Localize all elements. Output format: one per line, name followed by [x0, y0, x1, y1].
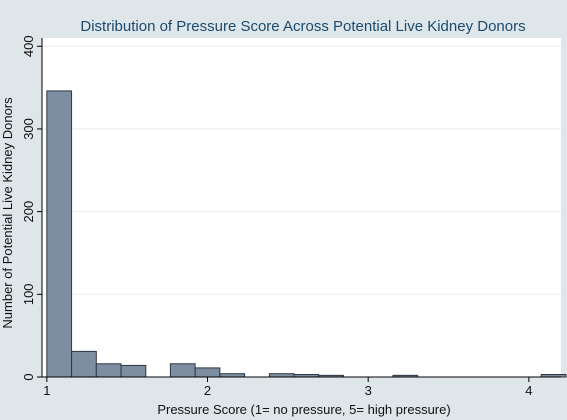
- chart-title: Distribution of Pressure Score Across Po…: [80, 18, 525, 35]
- plot-area: [42, 38, 561, 377]
- axes-group: 0 100 200 300 400 1 2 3 4: [21, 35, 561, 398]
- gridlines: [42, 45, 561, 295]
- x-axis-label: Pressure Score (1= no pressure, 5= high …: [157, 402, 450, 417]
- histogram-bar: [169, 363, 196, 378]
- y-tick-label: 100: [21, 283, 36, 305]
- x-tick-label: 3: [365, 383, 372, 398]
- histogram-bar: [71, 350, 97, 378]
- x-tick-label: 2: [204, 383, 211, 398]
- histogram-bar: [95, 363, 122, 378]
- histogram-bar: [120, 364, 147, 378]
- histogram-bar: [194, 367, 221, 378]
- y-axis-label: Number of Potential Live Kidney Donors: [0, 97, 15, 329]
- x-tick-label: 4: [525, 383, 532, 398]
- histogram-bar: [46, 90, 73, 378]
- y-tick-label: 0: [21, 373, 36, 380]
- y-tick-label: 400: [21, 35, 36, 57]
- x-tick-label: 1: [43, 383, 50, 398]
- y-tick-label: 300: [21, 118, 36, 140]
- y-tick-label: 200: [21, 201, 36, 223]
